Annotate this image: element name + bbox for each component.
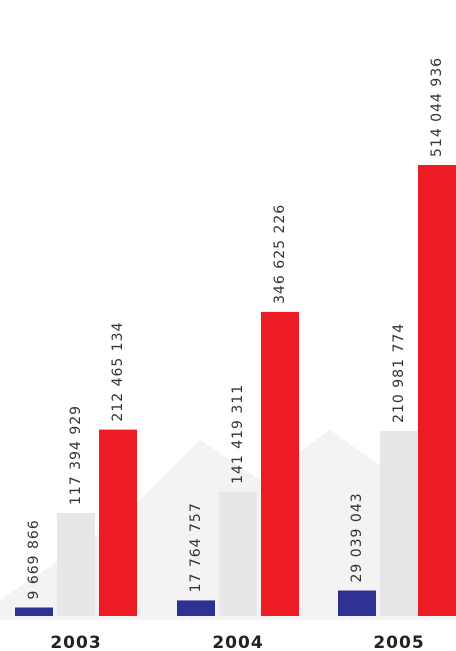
- bar: [261, 311, 299, 616]
- value-label: 117 394 929: [68, 405, 84, 505]
- bar: [418, 165, 456, 616]
- value-label: 29 039 043: [349, 492, 365, 582]
- value-label: 9 669 866: [26, 519, 42, 599]
- value-label: 212 465 134: [110, 322, 126, 422]
- x-tick-label: 2005: [373, 633, 424, 651]
- value-label: 346 625 226: [272, 204, 288, 304]
- value-label: 141 419 311: [230, 384, 246, 484]
- bar: [338, 590, 376, 616]
- value-label: 210 981 774: [391, 323, 407, 423]
- bar: [219, 491, 257, 616]
- bar: [15, 607, 53, 616]
- value-label: 17 764 757: [188, 502, 204, 592]
- x-tick-label: 2003: [50, 633, 101, 651]
- bar: [57, 513, 95, 616]
- bar: [380, 430, 418, 616]
- x-tick-label: 2004: [212, 633, 263, 651]
- bar: [177, 600, 215, 616]
- bar: [99, 429, 137, 616]
- value-label: 514 044 936: [429, 57, 445, 157]
